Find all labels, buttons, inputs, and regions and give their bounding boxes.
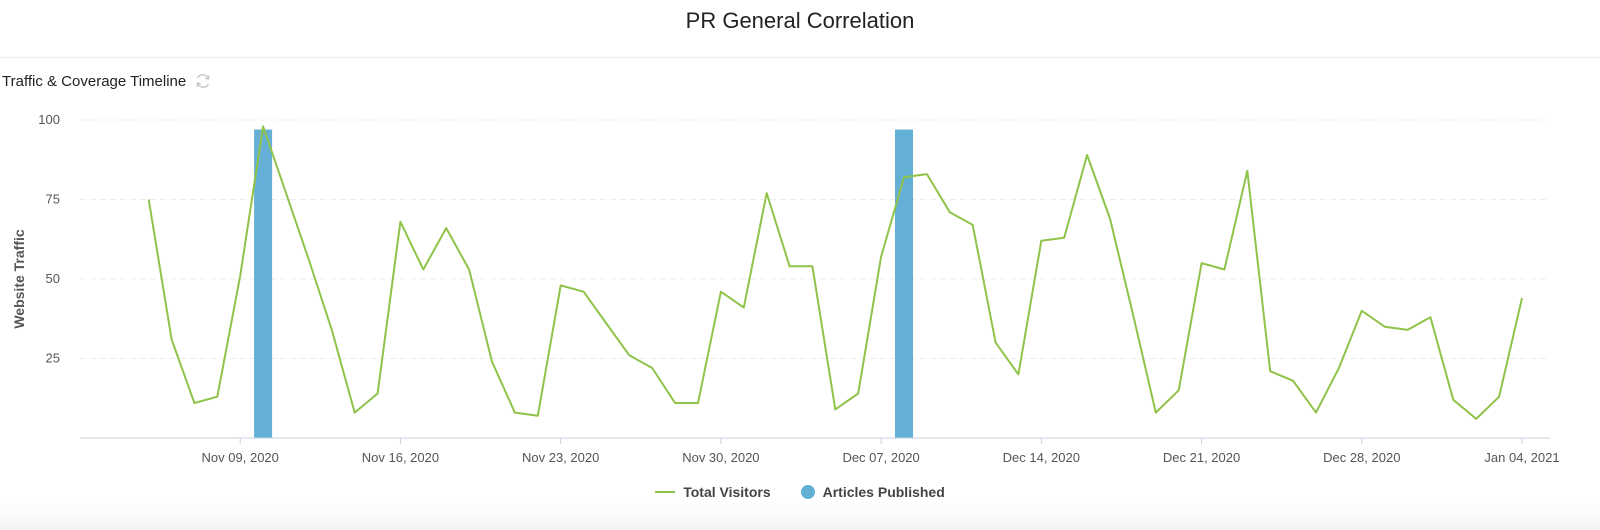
x-tick-label: Nov 30, 2020 [682,450,759,465]
x-tick-label: Dec 14, 2020 [1003,450,1080,465]
legend-label-total-visitors: Total Visitors [683,484,771,500]
legend: Total Visitors Articles Published [0,484,1600,500]
y-tick-label: 100 [38,112,60,127]
y-tick-label: 75 [46,192,60,207]
visitors-line-layer [147,125,1523,420]
axis-layer: 25 50 75 100 Nov 09, 2020 Nov 16, 2020 Nov 23,… [11,112,1560,465]
x-tick-label: Dec 28, 2020 [1323,450,1400,465]
legend-item-articles-published[interactable]: Articles Published [800,484,945,500]
panel-title: Traffic & Coverage Timeline [2,72,187,90]
title-divider [0,57,1600,58]
articles-bar [254,129,273,438]
articles-bar [895,129,913,438]
x-tick-label: Nov 09, 2020 [202,450,279,465]
x-tick-label: Nov 23, 2020 [522,450,599,465]
articles-bar-layer [254,129,913,438]
legend-line-swatch [655,491,676,493]
legend-item-total-visitors[interactable]: Total Visitors [655,484,771,500]
refresh-icon[interactable] [194,72,212,90]
x-tick-label: Dec 07, 2020 [842,450,919,465]
y-tick-label: 25 [46,351,60,366]
y-axis-label: Website Traffic [11,229,27,329]
visitors-line [147,125,1523,420]
legend-dot-swatch [800,485,815,499]
grid-layer [80,119,1550,359]
x-tick-label: Dec 21, 2020 [1163,450,1240,465]
x-tick-label: Jan 04, 2021 [1484,450,1559,465]
legend-label-articles-published: Articles Published [822,484,945,500]
x-tick-label: Nov 16, 2020 [362,450,439,465]
y-tick-label: 50 [46,271,60,286]
page-title: PR General Correlation [685,8,915,33]
panel-header: Traffic & Coverage Timeline [2,72,212,90]
traffic-coverage-chart: 25 50 75 100 Nov 09, 2020 Nov 16, 2020 Nov 23,… [11,112,1560,465]
refresh-icon-glyph [196,74,210,88]
